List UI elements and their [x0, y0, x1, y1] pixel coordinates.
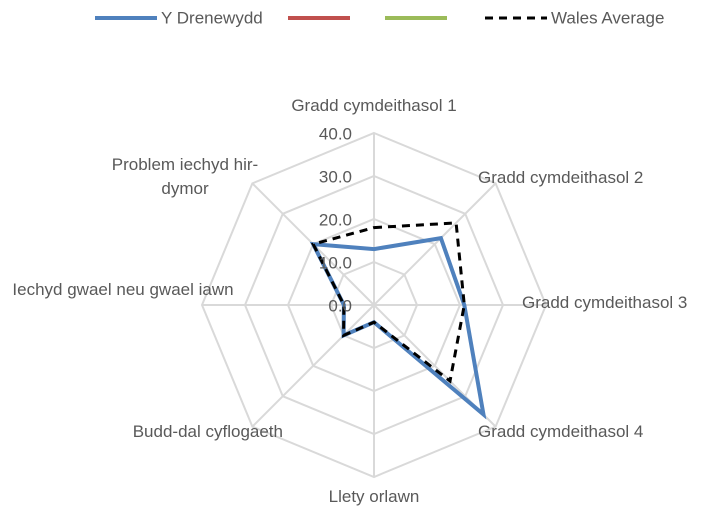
- tick-label: 30.0: [319, 167, 352, 186]
- category-label: Problem iechyd hir-dymor: [111, 155, 259, 198]
- tick-label: 0.0: [328, 296, 352, 315]
- legend-label: Wales Average: [551, 8, 664, 27]
- category-label: Llety orlawn: [328, 487, 420, 506]
- category-label: Iechyd gwael neu gwael iawn: [12, 280, 234, 299]
- legend-label: Y Drenewydd: [161, 8, 263, 27]
- spoke: [251, 304, 375, 428]
- series-line: [311, 221, 466, 384]
- category-label: Gradd cymdeithasol 4: [478, 422, 644, 441]
- tick-label: 40.0: [319, 124, 352, 143]
- category-label: Gradd cymdeithasol 2: [478, 168, 644, 187]
- category-label: Budd-dal cyflogaeth: [132, 422, 283, 441]
- category-label: Gradd cymdeithasol 3: [522, 293, 688, 312]
- tick-label: 10.0: [319, 253, 352, 272]
- category-label: Gradd cymdeithasol 1: [291, 96, 457, 115]
- spoke: [373, 182, 497, 306]
- tick-label: 20.0: [319, 210, 352, 229]
